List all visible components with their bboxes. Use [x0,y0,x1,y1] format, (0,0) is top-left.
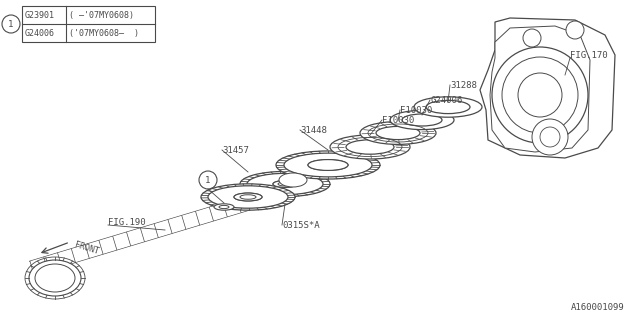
Text: G24006: G24006 [25,28,55,37]
Text: 31457: 31457 [222,146,249,155]
Ellipse shape [214,204,234,210]
Ellipse shape [346,140,394,154]
Ellipse shape [426,100,470,114]
Ellipse shape [240,172,330,196]
Text: FIG.170: FIG.170 [570,51,607,60]
Ellipse shape [234,193,262,201]
Ellipse shape [276,151,380,179]
Ellipse shape [219,205,229,209]
Bar [22,6,155,42]
Ellipse shape [308,160,348,171]
Polygon shape [480,18,615,158]
Text: F10030: F10030 [382,116,414,124]
Text: ('07MY0608–  ): ('07MY0608– ) [69,28,139,37]
Polygon shape [30,178,310,275]
Text: 0315S*A: 0315S*A [282,220,319,229]
Text: ( –'07MY0608): ( –'07MY0608) [69,11,134,20]
Ellipse shape [278,182,292,186]
Ellipse shape [201,184,295,210]
Ellipse shape [540,127,560,147]
Text: FIG.190: FIG.190 [108,218,146,227]
Ellipse shape [502,57,578,133]
Ellipse shape [234,193,262,201]
Ellipse shape [390,110,454,130]
Text: A160001099: A160001099 [572,303,625,312]
Ellipse shape [247,173,323,195]
Text: 31448: 31448 [300,125,327,134]
Text: FRONT: FRONT [73,240,100,256]
Ellipse shape [308,160,348,171]
Polygon shape [490,26,590,152]
Text: F10030: F10030 [400,106,432,115]
Ellipse shape [208,186,288,208]
Ellipse shape [273,180,297,188]
Ellipse shape [402,114,442,126]
Ellipse shape [566,21,584,39]
Text: 31288: 31288 [450,81,477,90]
Ellipse shape [518,73,562,117]
Ellipse shape [330,135,410,159]
Ellipse shape [273,180,297,188]
Ellipse shape [492,47,588,143]
Ellipse shape [279,173,307,187]
Ellipse shape [240,195,256,199]
Text: 1: 1 [8,20,13,28]
Ellipse shape [532,119,568,155]
Ellipse shape [360,122,436,144]
Text: 1: 1 [205,175,211,185]
Text: G23901: G23901 [25,11,55,20]
Ellipse shape [376,126,420,140]
Ellipse shape [523,29,541,47]
Ellipse shape [29,260,81,296]
Ellipse shape [414,97,482,117]
Ellipse shape [284,153,372,177]
Text: G24006: G24006 [430,95,462,105]
Ellipse shape [35,264,75,292]
